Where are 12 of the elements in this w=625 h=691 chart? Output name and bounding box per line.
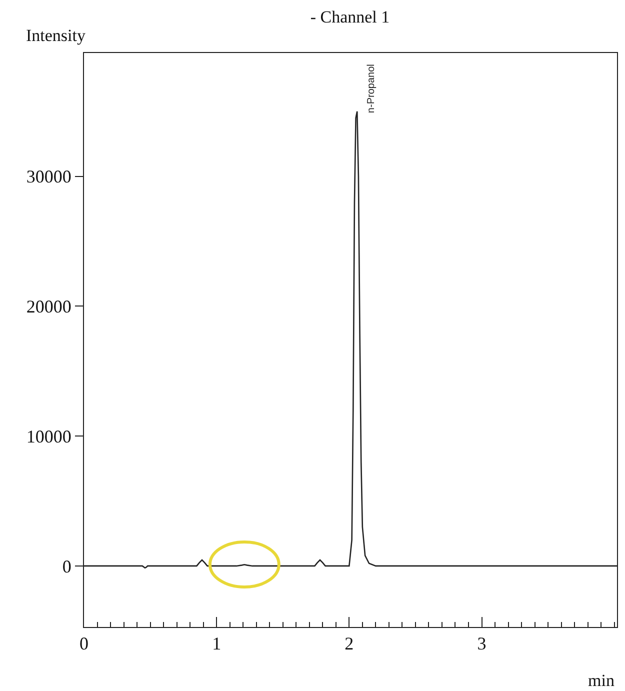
annotation: n-Propanol [366, 64, 378, 114]
x-tick-label: 1 [212, 634, 222, 654]
y-axis-title: Intensity [26, 26, 86, 45]
y-tick-label: 10000 [26, 426, 72, 446]
y-tick-label: 30000 [26, 166, 72, 187]
x-tick-label: 0 [80, 634, 88, 654]
y-tick-label: 0 [62, 556, 72, 576]
x-tick-label: 3 [477, 634, 486, 654]
y-tick-label: 20000 [26, 296, 72, 317]
x-axis-title: min [588, 671, 615, 690]
x-tick-label: 2 [344, 634, 354, 654]
chart-title: - Channel 1 [310, 7, 390, 26]
